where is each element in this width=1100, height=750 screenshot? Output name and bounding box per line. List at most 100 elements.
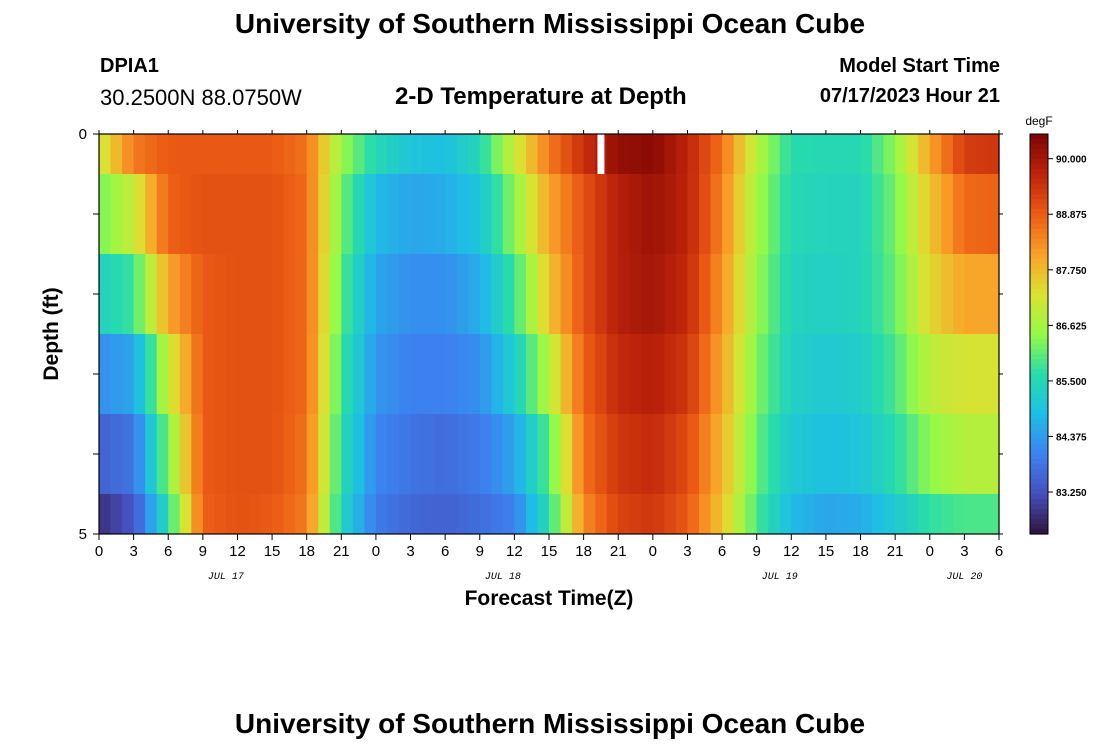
heatmap-cell <box>375 414 389 494</box>
heatmap-cell <box>918 414 931 494</box>
colorbar-segment <box>1030 424 1048 430</box>
heatmap-cell <box>883 134 896 174</box>
heatmap-cell <box>572 494 585 534</box>
heatmap-cell <box>191 334 204 414</box>
heatmap-cell <box>433 414 446 494</box>
heatmap-cell <box>514 174 527 254</box>
heatmap-cell <box>433 134 446 174</box>
heatmap-cell <box>606 414 619 494</box>
heatmap-cell <box>687 174 700 254</box>
heatmap-cell <box>802 174 815 254</box>
x-tick-label: 3 <box>406 543 414 560</box>
heatmap-cell <box>906 334 919 414</box>
heatmap-cell <box>214 254 227 334</box>
heatmap-cell <box>837 414 850 494</box>
colorbar-segment <box>1030 234 1048 240</box>
heatmap-cell <box>295 134 308 174</box>
heatmap-cell <box>710 254 723 334</box>
heatmap-cell <box>122 494 135 534</box>
heatmap-cell <box>318 254 331 334</box>
heatmap-cell <box>375 134 389 174</box>
heatmap-cell <box>814 414 827 494</box>
heatmap-cell <box>906 134 919 174</box>
footer-title: University of Southern Mississippi Ocean… <box>234 708 866 739</box>
date-label: JUL 18 <box>485 572 521 583</box>
heatmap-cell <box>814 134 827 174</box>
heatmap-cell <box>479 334 492 414</box>
heatmap-cell <box>122 134 135 174</box>
heatmap-cell <box>872 414 885 494</box>
colorbar-segment <box>1030 329 1048 335</box>
heatmap-cell <box>422 134 435 174</box>
heatmap-cell <box>652 254 665 334</box>
heatmap-cell <box>629 414 642 494</box>
heatmap-cell <box>849 334 862 414</box>
heatmap-cell <box>283 134 296 174</box>
colorbar-segment <box>1030 444 1048 450</box>
heatmap-cell <box>941 174 954 254</box>
heatmap-cell <box>479 254 492 334</box>
heatmap-cell <box>664 254 677 334</box>
colorbar-segment <box>1030 339 1048 345</box>
colorbar-segment <box>1030 304 1048 310</box>
heatmap-cell <box>895 414 908 494</box>
colorbar-tick-label: 86.625 <box>1056 321 1087 332</box>
colorbar-segment <box>1030 264 1048 270</box>
heatmap-cell <box>872 174 885 254</box>
heatmap-cell <box>468 334 481 414</box>
colorbar-segment <box>1030 154 1048 160</box>
colorbar-segment <box>1030 509 1048 515</box>
heatmap-cell <box>583 414 596 494</box>
heatmap-cell <box>525 174 539 254</box>
heatmap-cell <box>895 134 908 174</box>
heatmap-cell <box>249 254 262 334</box>
heatmap-cell <box>918 134 931 174</box>
heatmap-cell <box>549 334 562 414</box>
heatmap-cell <box>837 334 850 414</box>
colorbar-segment <box>1030 314 1048 320</box>
heatmap-cell <box>825 494 839 534</box>
heatmap-cell <box>364 494 377 534</box>
heatmap-cell <box>283 254 296 334</box>
colorbar-segment <box>1030 224 1048 230</box>
heatmap-cell <box>768 494 781 534</box>
heatmap-cell <box>941 334 954 414</box>
heatmap-cell <box>802 254 815 334</box>
heatmap-cell <box>618 414 631 494</box>
heatmap-cell <box>560 334 573 414</box>
heatmap-cell <box>283 414 296 494</box>
heatmap-cell <box>214 134 227 174</box>
x-tick-label: 15 <box>264 543 281 560</box>
heatmap-cell <box>537 494 550 534</box>
heatmap-cell <box>618 334 631 414</box>
heatmap-cell <box>468 134 481 174</box>
heatmap-cell <box>145 174 158 254</box>
heatmap-cell <box>883 414 896 494</box>
heatmap-cell <box>629 334 642 414</box>
heatmap-cell <box>906 414 919 494</box>
heatmap-cell <box>179 134 192 174</box>
y-axis-label: Depth (ft) <box>40 287 63 380</box>
heatmap-cell <box>525 134 539 174</box>
heatmap-cell <box>387 254 400 334</box>
heatmap-cell <box>572 134 585 174</box>
heatmap-cell <box>849 414 862 494</box>
heatmap-cell <box>710 414 723 494</box>
heatmap-cell <box>225 494 239 534</box>
x-tick-label: 6 <box>164 543 172 560</box>
heatmap-cell <box>110 254 123 334</box>
colorbar-segment <box>1030 199 1048 205</box>
heatmap-cell <box>779 134 792 174</box>
heatmap-cell <box>537 134 550 174</box>
heatmap-cell <box>364 254 377 334</box>
colorbar-segment <box>1030 474 1048 480</box>
heatmap-cell <box>456 414 469 494</box>
heatmap-cell <box>237 414 250 494</box>
heatmap-cell <box>583 334 596 414</box>
colorbar-segment <box>1030 349 1048 355</box>
heatmap-cell <box>122 254 135 334</box>
heatmap-cell <box>341 414 354 494</box>
heatmap-cell <box>929 254 942 334</box>
x-tick-label: 12 <box>783 543 800 560</box>
colorbar-unit: degF <box>1025 114 1052 128</box>
